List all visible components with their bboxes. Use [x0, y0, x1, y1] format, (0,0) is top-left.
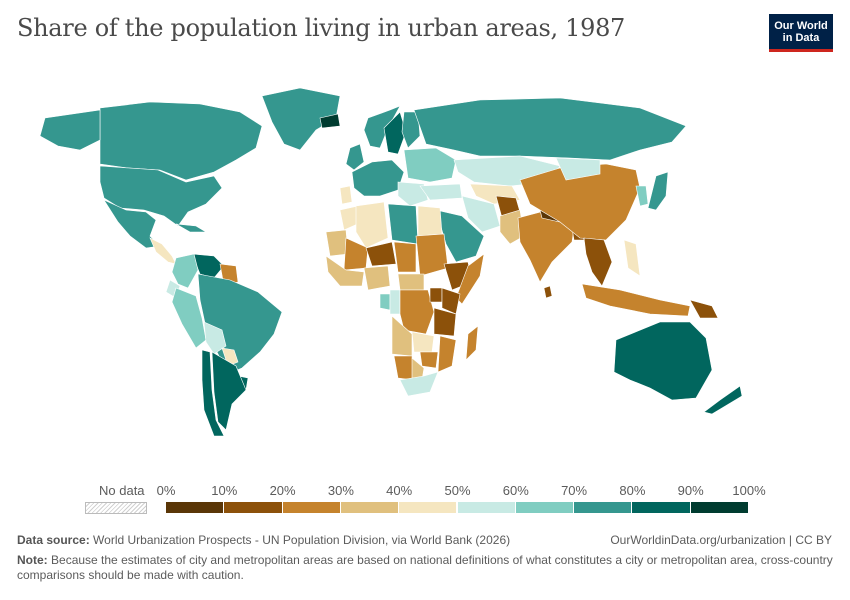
logo-line-2: in Data [782, 32, 820, 44]
no-data-swatch [85, 502, 147, 514]
legend-tick-label: 30% [327, 483, 354, 498]
country-madagascar[interactable]: Madagascar [465, 325, 479, 361]
country-eastern-europe[interactable]: Eastern Europe [403, 147, 457, 183]
country-japan[interactable]: Japan [647, 171, 669, 211]
country-balkans[interactable]: Balkans [397, 181, 429, 207]
country-australia[interactable]: Australia [613, 321, 713, 401]
source-label: Data source: [17, 533, 90, 547]
country-mauritania[interactable]: Mauritania [325, 229, 349, 257]
country-congo[interactable]: Congo [389, 289, 401, 315]
country-mainland-southeast-asia[interactable]: Mainland Southeast Asia [583, 237, 613, 287]
country-dr-congo[interactable]: DR Congo [399, 289, 435, 335]
country-iceland[interactable]: Iceland [319, 113, 341, 129]
legend-tick-label: 10% [211, 483, 238, 498]
country-chile[interactable]: Chile [201, 349, 225, 437]
country-chad[interactable]: Chad [393, 241, 417, 273]
country-sri-lanka[interactable]: Sri Lanka [543, 285, 553, 299]
country-russia[interactable]: Russia [413, 97, 687, 161]
country-south-africa[interactable]: South Africa [399, 371, 439, 397]
country-sweden[interactable]: Sweden [383, 111, 407, 155]
country-arabian-peninsula[interactable]: Arabian Peninsula [435, 209, 485, 263]
note-text: Because the estimates of city and metrop… [17, 553, 833, 582]
country-uganda[interactable]: Uganda [429, 287, 443, 303]
chart-title: Share of the population living in urban … [17, 14, 626, 42]
country-central-african-republic[interactable]: Central African Republic [397, 273, 425, 291]
country-korea[interactable]: Korea [635, 185, 649, 207]
color-legend: No data 0% 10% 20% 30% 40% 50% 60% 70% 80% 90% 100… [0, 480, 850, 520]
country-zimbabwe[interactable]: Zimbabwe [419, 351, 439, 369]
source-url[interactable]: OurWorldinData.org/urbanization | CC BY [610, 533, 832, 547]
country-sudan[interactable]: Sudan [415, 233, 449, 277]
world-map: CanadaAlaskaGreenlandUnited StatesMexico… [39, 87, 743, 437]
legend-swatch[interactable] [340, 502, 399, 513]
legend-tick-label: 20% [269, 483, 296, 498]
country-nigeria[interactable]: Nigeria [363, 265, 391, 291]
country-indonesia[interactable]: Indonesia [581, 283, 691, 317]
country-egypt[interactable]: Egypt [417, 205, 443, 237]
legend-swatch[interactable] [224, 502, 282, 513]
country-iran[interactable]: Iran [461, 195, 501, 233]
country-alaska[interactable]: Alaska [39, 109, 101, 151]
legend-tick-label: 50% [444, 483, 471, 498]
legend-swatch[interactable] [282, 502, 340, 513]
legend-swatch[interactable] [632, 502, 690, 513]
country-argentina[interactable]: Argentina [211, 351, 247, 431]
note-label: Note: [17, 553, 48, 567]
no-data-label: No data [99, 483, 145, 498]
legend-swatch[interactable] [690, 502, 748, 513]
legend-tick-label: 40% [386, 483, 413, 498]
source-text[interactable]: World Urbanization Prospects - UN Popula… [93, 533, 511, 547]
country-united-kingdom[interactable]: United Kingdom [345, 143, 365, 171]
legend-tick-label: 70% [561, 483, 588, 498]
country-algeria[interactable]: Algeria [355, 201, 389, 249]
country-mongolia[interactable]: Mongolia [555, 157, 601, 181]
legend-tick-label: 80% [619, 483, 646, 498]
country-mozambique[interactable]: Mozambique [437, 335, 457, 373]
country-papua-new-guinea[interactable]: Papua New Guinea [689, 299, 719, 319]
country-gabon[interactable]: Gabon [379, 293, 391, 311]
legend-swatch[interactable] [574, 502, 632, 513]
legend-swatch[interactable] [515, 502, 574, 513]
footnote: Note: Because the estimates of city and … [17, 553, 837, 583]
country-greenland[interactable]: Greenland [261, 87, 341, 151]
country-somalia[interactable]: Somalia [455, 253, 485, 305]
country-libya[interactable]: Libya [387, 203, 419, 245]
legend-tick-label: 90% [677, 483, 704, 498]
country-kenya[interactable]: Kenya [441, 287, 461, 315]
country-united-states[interactable]: United States [99, 165, 223, 227]
country-zambia[interactable]: Zambia [411, 331, 435, 353]
logo-line-1: Our World [774, 20, 828, 32]
legend-swatch[interactable] [457, 502, 515, 513]
country-bolivia[interactable]: Bolivia [203, 321, 227, 355]
country-norway[interactable]: Norway [363, 105, 401, 149]
country-cuba[interactable]: Cuba [175, 223, 208, 233]
country-venezuela[interactable]: Venezuela [191, 253, 225, 279]
data-source: Data source: World Urbanization Prospect… [17, 533, 510, 547]
country-tanzania[interactable]: Tanzania [433, 307, 457, 337]
country-west-africa[interactable]: West Africa [325, 255, 365, 287]
country-colombia[interactable]: Colombia [171, 253, 199, 289]
country-philippines[interactable]: Philippines [623, 239, 641, 277]
legend-tick-label: 60% [502, 483, 529, 498]
legend-swatch[interactable] [166, 502, 224, 513]
legend-swatch[interactable] [399, 502, 457, 513]
country-portugal[interactable]: Portugal [339, 185, 353, 205]
country-turkey[interactable]: Turkey [419, 183, 463, 201]
country-central-america[interactable]: Central America [149, 237, 177, 265]
legend-tick-label: 0% [156, 483, 176, 498]
owid-logo[interactable]: Our World in Data [769, 14, 833, 52]
country-namibia[interactable]: Namibia [393, 355, 415, 381]
country-niger[interactable]: Niger [365, 241, 397, 267]
country-peru[interactable]: Peru [171, 287, 207, 349]
legend-tick-label: 100% [732, 483, 766, 498]
country-new-zealand[interactable]: New Zealand [703, 385, 743, 415]
